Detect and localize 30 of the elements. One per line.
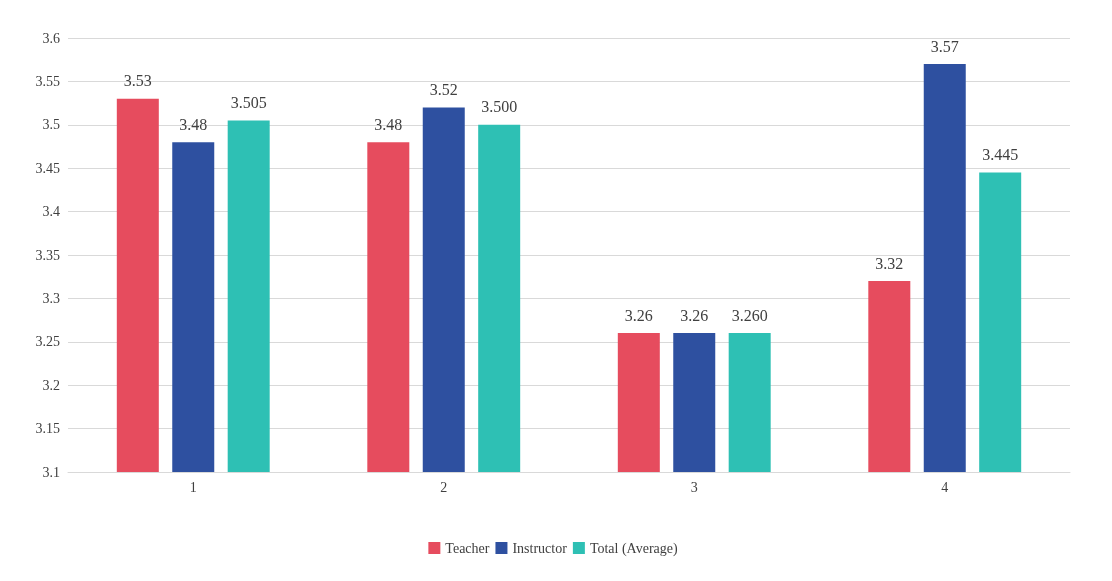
y-tick-label: 3.4 — [42, 204, 60, 220]
y-tick-label: 3.25 — [35, 334, 60, 350]
data-label: 3.52 — [429, 80, 458, 98]
data-label: 3.32 — [875, 254, 904, 272]
legend-label: Teacher — [445, 540, 490, 556]
x-tick-label: 2 — [440, 479, 448, 495]
data-label: 3.57 — [930, 37, 959, 55]
legend-label: Total (Average) — [589, 540, 678, 557]
y-tick-label: 3.2 — [42, 377, 60, 393]
x-tick-label: 3 — [690, 479, 698, 495]
y-tick-label: 3.1 — [42, 464, 60, 480]
data-label: 3.48 — [374, 115, 403, 133]
y-tick-label: 3.6 — [42, 30, 60, 46]
y-tick-label: 3.45 — [35, 160, 60, 176]
data-label: 3.445 — [982, 146, 1019, 164]
data-label: 3.26 — [624, 306, 653, 324]
data-label: 3.26 — [680, 306, 709, 324]
data-label: 3.53 — [123, 72, 152, 90]
x-tick-label: 4 — [941, 479, 949, 495]
y-tick-label: 3.3 — [42, 290, 60, 306]
y-tick-label: 3.5 — [42, 117, 60, 133]
data-label: 3.260 — [731, 306, 768, 324]
y-tick-label: 3.35 — [35, 247, 60, 263]
y-tick-label: 3.15 — [35, 421, 60, 437]
data-label: 3.500 — [481, 98, 518, 116]
data-label: 3.505 — [230, 93, 267, 111]
y-tick-label: 3.55 — [35, 73, 60, 89]
x-tick-label: 1 — [189, 479, 197, 495]
data-label: 3.48 — [179, 115, 208, 133]
legend-label: Instructor — [512, 540, 568, 556]
